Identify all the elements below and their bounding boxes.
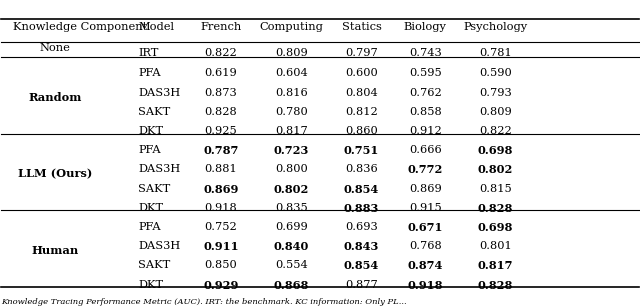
- Text: 0.804: 0.804: [345, 87, 378, 98]
- Text: None: None: [40, 43, 70, 53]
- Text: 0.828: 0.828: [205, 107, 237, 117]
- Text: 0.868: 0.868: [273, 280, 309, 291]
- Text: Psychology: Psychology: [463, 22, 528, 32]
- Text: 0.817: 0.817: [478, 260, 513, 271]
- Text: 0.883: 0.883: [344, 203, 379, 214]
- Text: Knowledge Tracing Performance Metric (AUC). IRT: the benchmark. KC information: : Knowledge Tracing Performance Metric (AU…: [1, 297, 406, 305]
- Text: DKT: DKT: [138, 280, 163, 290]
- Text: 0.600: 0.600: [345, 68, 378, 78]
- Text: 0.874: 0.874: [408, 260, 443, 271]
- Text: 0.800: 0.800: [275, 164, 308, 174]
- Text: 0.809: 0.809: [275, 48, 308, 58]
- Text: 0.925: 0.925: [205, 126, 237, 136]
- Text: French: French: [200, 22, 242, 32]
- Text: 0.723: 0.723: [273, 145, 309, 156]
- Text: SAKT: SAKT: [138, 260, 170, 270]
- Text: 0.554: 0.554: [275, 260, 308, 270]
- Text: 0.828: 0.828: [478, 280, 513, 291]
- Text: SAKT: SAKT: [138, 107, 170, 117]
- Text: 0.699: 0.699: [275, 222, 308, 232]
- Text: 0.869: 0.869: [204, 184, 239, 195]
- Text: 0.762: 0.762: [409, 87, 442, 98]
- Text: 0.918: 0.918: [205, 203, 237, 213]
- Text: 0.854: 0.854: [344, 184, 379, 195]
- Text: IRT: IRT: [138, 48, 158, 58]
- Text: 0.915: 0.915: [409, 203, 442, 213]
- Text: Human: Human: [31, 245, 79, 256]
- Text: 0.881: 0.881: [205, 164, 237, 174]
- Text: 0.787: 0.787: [204, 145, 239, 156]
- Text: 0.801: 0.801: [479, 241, 512, 251]
- Text: 0.918: 0.918: [408, 280, 443, 291]
- Text: 0.666: 0.666: [409, 145, 442, 155]
- Text: 0.802: 0.802: [478, 164, 513, 175]
- Text: 0.793: 0.793: [479, 87, 512, 98]
- Text: 0.843: 0.843: [344, 241, 379, 252]
- Text: DKT: DKT: [138, 203, 163, 213]
- Text: 0.812: 0.812: [345, 107, 378, 117]
- Text: 0.860: 0.860: [345, 126, 378, 136]
- Text: 0.772: 0.772: [408, 164, 443, 175]
- Text: DAS3H: DAS3H: [138, 87, 180, 98]
- Text: 0.858: 0.858: [409, 107, 442, 117]
- Text: 0.604: 0.604: [275, 68, 308, 78]
- Text: 0.743: 0.743: [409, 48, 442, 58]
- Text: 0.929: 0.929: [204, 280, 239, 291]
- Text: 0.698: 0.698: [478, 222, 513, 233]
- Text: 0.815: 0.815: [479, 184, 512, 194]
- Text: 0.595: 0.595: [409, 68, 442, 78]
- Text: 0.828: 0.828: [478, 203, 513, 214]
- Text: 0.752: 0.752: [205, 222, 237, 232]
- Text: PFA: PFA: [138, 222, 161, 232]
- Text: 0.619: 0.619: [205, 68, 237, 78]
- Text: 0.797: 0.797: [345, 48, 378, 58]
- Text: 0.671: 0.671: [408, 222, 443, 233]
- Text: 0.768: 0.768: [409, 241, 442, 251]
- Text: Biology: Biology: [404, 22, 447, 32]
- Text: Computing: Computing: [259, 22, 323, 32]
- Text: PFA: PFA: [138, 145, 161, 155]
- Text: Model: Model: [138, 22, 174, 32]
- Text: 0.822: 0.822: [205, 48, 237, 58]
- Text: 0.850: 0.850: [205, 260, 237, 270]
- Text: Random: Random: [28, 91, 82, 103]
- Text: 0.854: 0.854: [344, 260, 379, 271]
- Text: SAKT: SAKT: [138, 184, 170, 194]
- Text: 0.822: 0.822: [479, 126, 512, 136]
- Text: 0.816: 0.816: [275, 87, 308, 98]
- Text: DAS3H: DAS3H: [138, 241, 180, 251]
- Text: Statics: Statics: [342, 22, 381, 32]
- Text: DKT: DKT: [138, 126, 163, 136]
- Text: 0.590: 0.590: [479, 68, 512, 78]
- Text: 0.781: 0.781: [479, 48, 512, 58]
- Text: Knowledge Component: Knowledge Component: [13, 22, 148, 32]
- Text: 0.873: 0.873: [205, 87, 237, 98]
- Text: 0.836: 0.836: [345, 164, 378, 174]
- Text: 0.835: 0.835: [275, 203, 308, 213]
- Text: 0.911: 0.911: [204, 241, 239, 252]
- Text: 0.751: 0.751: [344, 145, 379, 156]
- Text: 0.817: 0.817: [275, 126, 308, 136]
- Text: 0.840: 0.840: [273, 241, 309, 252]
- Text: 0.869: 0.869: [409, 184, 442, 194]
- Text: 0.877: 0.877: [345, 280, 378, 290]
- Text: 0.912: 0.912: [409, 126, 442, 136]
- Text: PFA: PFA: [138, 68, 161, 78]
- Text: DAS3H: DAS3H: [138, 164, 180, 174]
- Text: 0.693: 0.693: [345, 222, 378, 232]
- Text: 0.780: 0.780: [275, 107, 308, 117]
- Text: 0.809: 0.809: [479, 107, 512, 117]
- Text: 0.698: 0.698: [478, 145, 513, 156]
- Text: 0.802: 0.802: [273, 184, 309, 195]
- Text: LLM (Ours): LLM (Ours): [18, 169, 92, 180]
